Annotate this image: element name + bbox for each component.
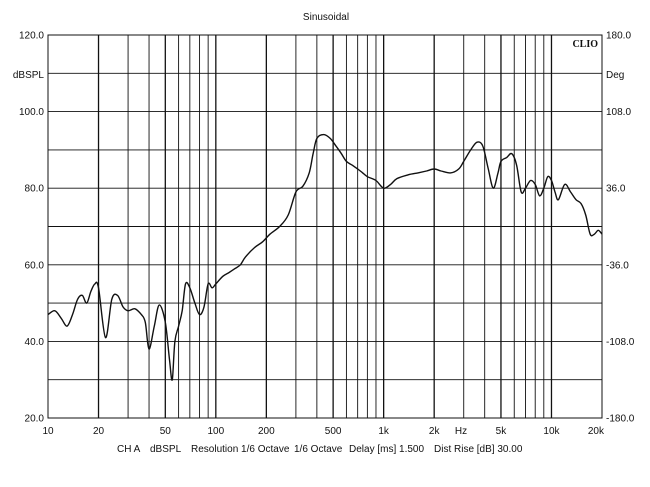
y2-tick-label: 108.0 xyxy=(606,107,631,118)
y-tick-label: 40.0 xyxy=(25,337,45,348)
x-tick-labels: 10 20 50 100 200 500 1k 2k 5k 10k 20k xyxy=(42,426,605,437)
x-tick-label: 500 xyxy=(325,426,342,437)
x-tick-label: 20 xyxy=(93,426,105,437)
x-tick-label: 200 xyxy=(258,426,275,437)
footer: CH A dBSPL Resolution 1/6 Octave 1/6 Oct… xyxy=(117,444,523,455)
footer-unit: dBSPL xyxy=(150,444,182,455)
y-tick-label: 100.0 xyxy=(19,107,44,118)
y-tick-label: 60.0 xyxy=(25,260,45,271)
y-tick-label: 80.0 xyxy=(25,184,45,195)
x-tick-label: 1k xyxy=(378,426,390,437)
y2-tick-label: -180.0 xyxy=(606,414,635,425)
y-tick-label: 20.0 xyxy=(25,414,45,425)
footer-dist-rise: Dist Rise [dB] 30.00 xyxy=(434,444,523,455)
y2-tick-labels: 180.0 108.0 36.0 -36.0 -108.0 -180.0 xyxy=(606,31,635,425)
x-tick-label: 100 xyxy=(207,426,224,437)
footer-resolution: Resolution 1/6 Octave xyxy=(191,444,290,455)
chart-title: Sinusoidal xyxy=(303,12,349,23)
y2-tick-label: -36.0 xyxy=(606,260,629,271)
footer-smoothing: 1/6 Octave xyxy=(294,444,343,455)
x-tick-label: 10k xyxy=(543,426,560,437)
y-axis-label: dBSPL xyxy=(13,70,45,81)
x-unit-label: Hz xyxy=(455,426,467,437)
y2-axis-label: Deg xyxy=(606,70,624,81)
x-tick-label: 20k xyxy=(588,426,605,437)
horizontal-grid xyxy=(48,72,602,381)
clio-logo-text: CLIO xyxy=(572,39,598,50)
y2-tick-label: -108.0 xyxy=(606,337,635,348)
y2-tick-label: 180.0 xyxy=(606,31,631,42)
x-tick-label: 50 xyxy=(160,426,172,437)
x-tick-label: 2k xyxy=(429,426,441,437)
footer-delay: Delay [ms] 1.500 xyxy=(349,444,424,455)
response-curve xyxy=(47,133,603,381)
y-tick-labels: 120.0 100.0 80.0 60.0 40.0 20.0 xyxy=(19,31,44,425)
x-tick-label: 10 xyxy=(42,426,54,437)
y2-tick-label: 36.0 xyxy=(606,184,626,195)
y-tick-label: 120.0 xyxy=(19,31,44,42)
plot-frame xyxy=(47,34,603,419)
footer-channel: CH A xyxy=(117,444,141,455)
x-tick-label: 5k xyxy=(496,426,508,437)
